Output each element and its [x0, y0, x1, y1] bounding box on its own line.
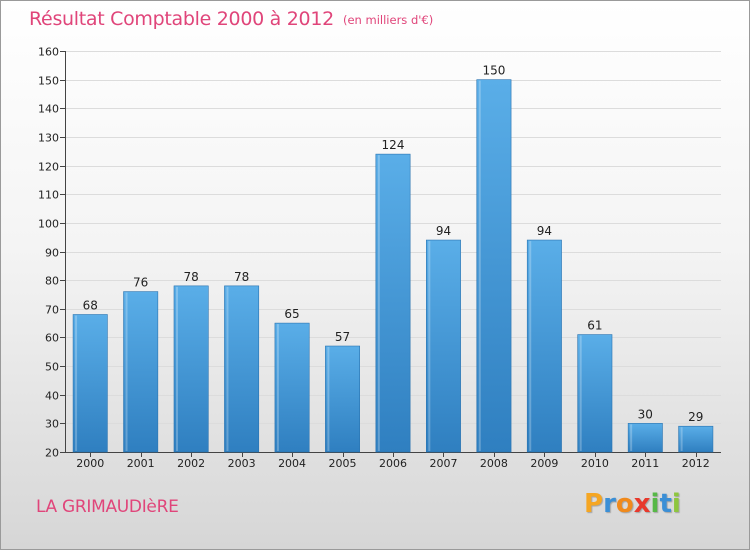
x-tick-label: 2005 [329, 457, 357, 470]
bar-highlight [377, 155, 380, 451]
bar-highlight [276, 324, 279, 451]
y-tick-label: 30 [45, 418, 59, 431]
y-tick-label: 160 [38, 46, 59, 59]
x-tick-label: 2011 [631, 457, 659, 470]
x-tick-label: 2001 [127, 457, 155, 470]
x-tick-label: 2009 [530, 457, 558, 470]
x-tick-label: 2007 [429, 457, 457, 470]
y-tick-label: 130 [38, 132, 59, 145]
x-tick-label: 2003 [228, 457, 256, 470]
bar [526, 239, 562, 453]
data-label: 124 [382, 138, 405, 152]
logo-letter: x [633, 489, 651, 519]
y-tick-label: 120 [38, 161, 59, 174]
x-tick-label: 2002 [177, 457, 205, 470]
logo-letter: i [650, 489, 660, 519]
bar-highlight [579, 335, 582, 451]
data-label: 76 [133, 276, 148, 290]
x-tick-label: 2006 [379, 457, 407, 470]
bar-highlight [529, 241, 532, 451]
bar [678, 425, 714, 453]
y-tick-label: 50 [45, 361, 59, 374]
y-tick-label: 110 [38, 189, 59, 202]
y-tick-label: 40 [45, 390, 59, 403]
x-tick-label: 2004 [278, 457, 306, 470]
y-tick-label: 60 [45, 332, 59, 345]
bar-highlight [680, 427, 683, 451]
chart-title: Résultat Comptable 2000 à 2012 [29, 8, 334, 30]
bar [426, 239, 461, 453]
data-label: 65 [284, 307, 299, 321]
x-tick-label: 2000 [76, 457, 104, 470]
bars [72, 79, 714, 453]
data-label: 78 [234, 270, 249, 284]
bar [627, 423, 663, 453]
bar [476, 79, 512, 453]
data-label: 29 [688, 410, 703, 424]
bar-highlight [75, 315, 78, 451]
logo-letter: t [659, 489, 672, 519]
proxiti-logo[interactable]: Proxiti [584, 489, 681, 519]
y-tick-label: 140 [38, 103, 59, 116]
bar [325, 345, 360, 453]
y-tick-label: 100 [38, 218, 59, 231]
bar [577, 334, 613, 453]
bar-highlight [327, 347, 330, 451]
x-tick-label: 2012 [682, 457, 710, 470]
data-label: 30 [638, 407, 653, 421]
bar [72, 314, 108, 453]
data-label: 68 [83, 299, 98, 313]
bar [123, 291, 159, 453]
bar [173, 285, 209, 453]
x-tick-label: 2010 [581, 457, 609, 470]
logo-letter: i [671, 489, 681, 519]
y-tick-label: 70 [45, 304, 59, 317]
commune-name: LA GRIMAUDIèRE [36, 497, 179, 517]
bar-highlight [478, 80, 481, 452]
y-tick-label: 20 [45, 447, 59, 460]
data-label: 94 [436, 224, 451, 238]
bar [224, 285, 260, 453]
bar [375, 153, 411, 453]
data-label: 61 [587, 319, 602, 333]
y-tick-label: 80 [45, 275, 59, 288]
bar-highlight [630, 424, 633, 451]
logo-letter: o [615, 489, 634, 519]
bar-highlight [175, 286, 178, 451]
data-labels: 68 76 78 78 65 57 124 94 150 94 61 30 29 [83, 64, 704, 425]
data-label: 78 [184, 270, 199, 284]
bar-highlight [125, 292, 128, 451]
y-tick-label: 90 [45, 247, 59, 260]
x-tick-label: 2008 [480, 457, 508, 470]
bar-highlight [428, 241, 431, 451]
data-label: 57 [335, 330, 350, 344]
bar [274, 322, 310, 453]
data-label: 94 [537, 224, 552, 238]
y-tick-label: 150 [38, 75, 59, 88]
data-label: 150 [482, 64, 505, 78]
bar-highlight [226, 286, 229, 451]
chart-subtitle: (en milliers d'€) [343, 13, 434, 27]
logo-letter: P [584, 489, 604, 519]
axes: 20 30 40 50 60 70 80 90 100 110 120 130 140 150 160 200… [38, 46, 721, 470]
logo-letter: r [603, 489, 616, 519]
